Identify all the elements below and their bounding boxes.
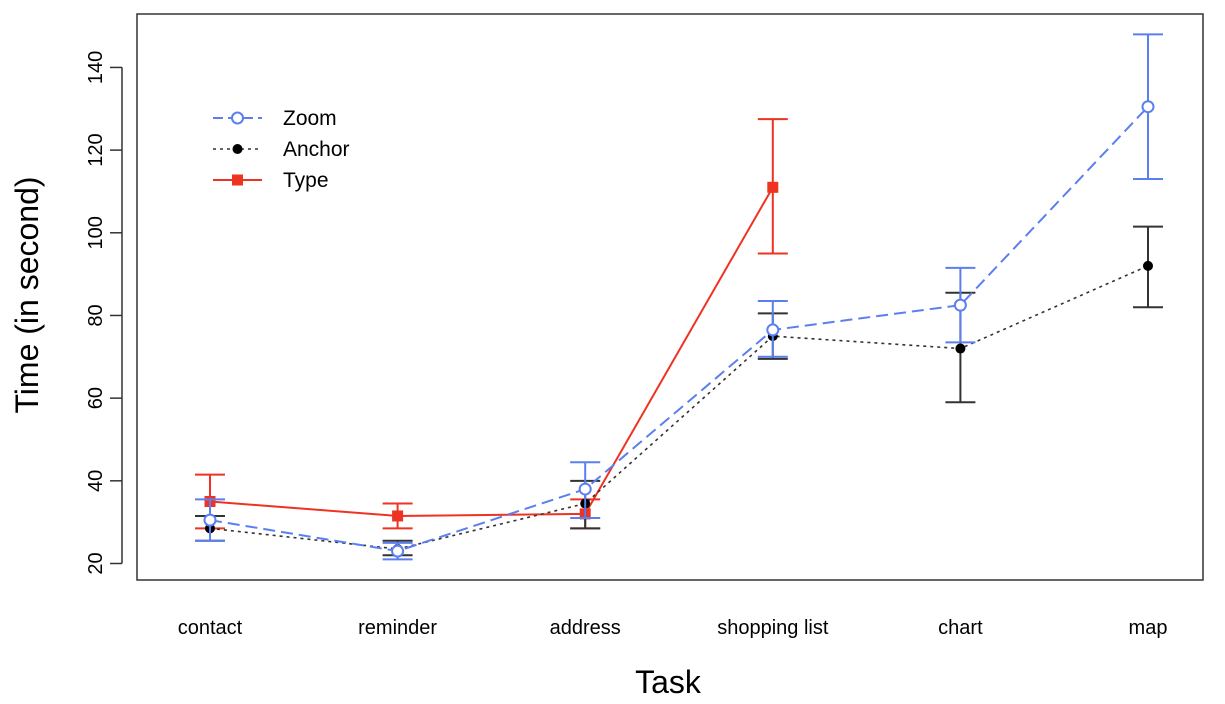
legend-marker [232, 144, 243, 154]
series-anchor [195, 225, 1163, 557]
x-tick-label: chart [938, 617, 983, 639]
y-tick-label: 140 [85, 51, 107, 84]
data-point-zoom [1141, 100, 1155, 114]
series-line-zoom [209, 106, 1149, 553]
y-tick-label: 20 [85, 552, 107, 574]
x-tick-label: map [1129, 617, 1168, 639]
y-tick-label: 120 [85, 133, 107, 166]
plot-frame [136, 13, 1204, 581]
legend-label-anchor: Anchor [283, 138, 350, 161]
data-point-type [392, 510, 404, 522]
data-point-type [767, 181, 779, 193]
x-tick-label: shopping list [717, 617, 829, 639]
data-point-zoom [578, 482, 592, 496]
series-line-type [209, 186, 774, 517]
x-tick-label: contact [178, 617, 243, 639]
y-tick-label: 40 [85, 470, 107, 492]
series-layer [195, 33, 1163, 561]
x-axis: contact reminder address shopping list chart… [178, 617, 1168, 639]
series-line-anchor [209, 265, 1149, 550]
x-tick-label: address [550, 617, 621, 639]
data-point-zoom [203, 513, 217, 527]
data-point-anchor [955, 343, 966, 354]
data-point-zoom [953, 298, 967, 312]
legend-label-type: Type [283, 169, 329, 192]
y-tick-label: 100 [85, 216, 107, 249]
series-zoom [195, 33, 1163, 561]
data-point-zoom [766, 323, 780, 337]
y-axis-title: Time (in second) [9, 176, 45, 413]
legend-marker [232, 174, 243, 186]
legend-marker [231, 111, 244, 125]
legend: Zoom Anchor Type [213, 107, 350, 192]
y-axis: 20 40 60 80 100 120 140 [85, 51, 123, 575]
legend-label-zoom: Zoom [283, 107, 337, 130]
data-point-anchor [1143, 260, 1153, 271]
y-tick-label: 60 [85, 387, 107, 409]
x-tick-label: reminder [358, 617, 437, 639]
data-point-zoom [391, 544, 405, 558]
y-tick-label: 80 [85, 304, 107, 326]
x-axis-title: Task [635, 664, 702, 700]
